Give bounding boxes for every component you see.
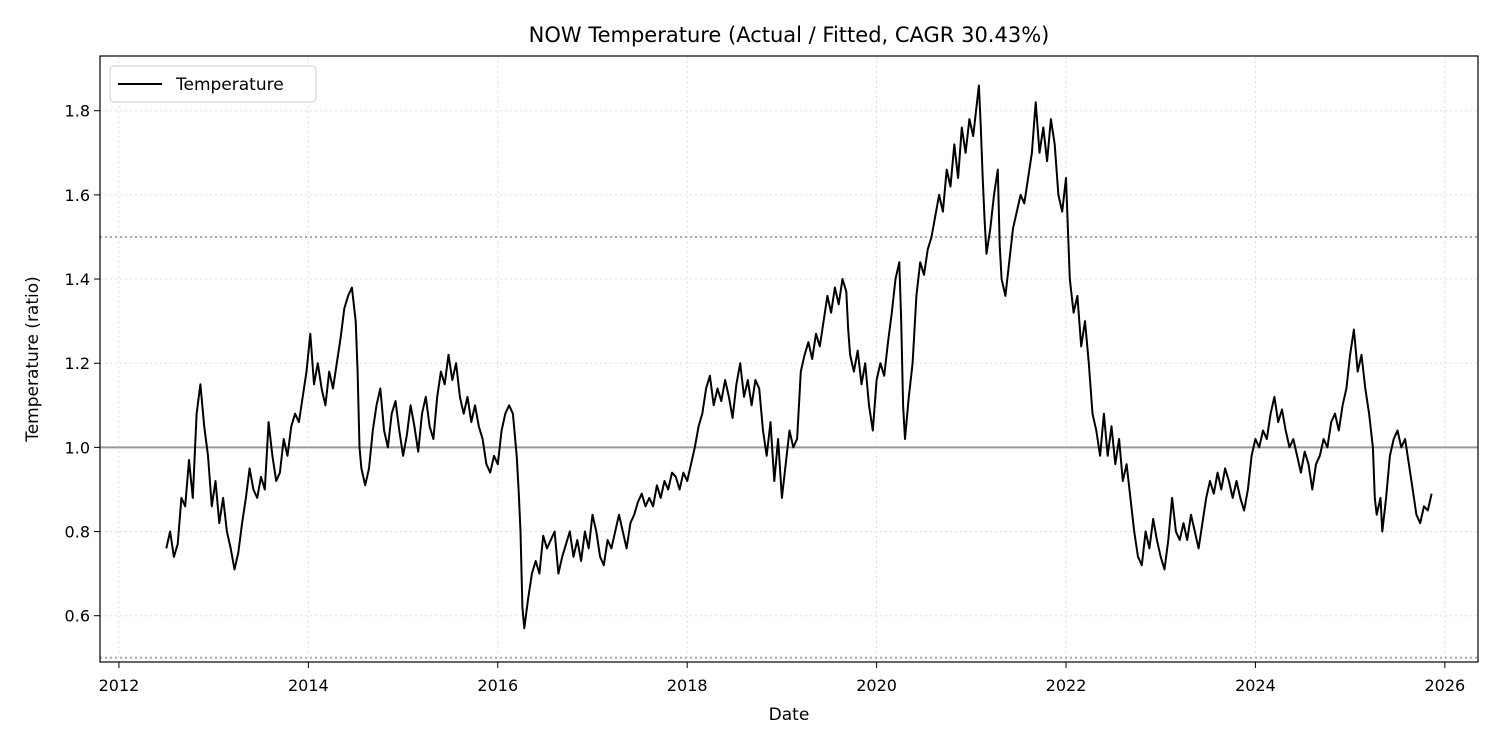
chart-title: NOW Temperature (Actual / Fitted, CAGR 3…: [529, 23, 1050, 47]
y-tick-label-0.6: 0.6: [65, 607, 90, 626]
y-axis-label: Temperature (ratio): [23, 276, 43, 443]
x-tick-label-2024: 2024: [1235, 676, 1276, 695]
legend: Temperature: [109, 65, 317, 103]
reference-lines: [100, 235, 1478, 659]
plot-frame: [99, 55, 1479, 663]
x-axis-label: Date: [769, 705, 810, 725]
series-line-temperature: [165, 84, 1433, 630]
legend-label-temperature: Temperature: [175, 75, 284, 95]
y-tick-label-0.8: 0.8: [65, 523, 90, 542]
y-tick-label-1.6: 1.6: [65, 186, 90, 205]
x-tick-label-2018: 2018: [667, 676, 708, 695]
y-tick-label-1.2: 1.2: [65, 354, 90, 373]
x-axis-ticks: 2012 2014 2016 2018 2020 2022 2024 2026: [99, 662, 1465, 695]
x-tick-label-2016: 2016: [477, 676, 518, 695]
x-tick-label-2022: 2022: [1046, 676, 1087, 695]
x-tick-label-2020: 2020: [856, 676, 897, 695]
legend-box: [109, 65, 317, 103]
x-tick-label-2026: 2026: [1424, 676, 1465, 695]
y-tick-label-1.0: 1.0: [65, 438, 90, 457]
series-layer: [165, 84, 1433, 630]
y-tick-label-1.4: 1.4: [65, 270, 90, 289]
x-tick-label-2012: 2012: [99, 676, 140, 695]
y-tick-label-1.8: 1.8: [65, 102, 90, 121]
grid-lines: [100, 56, 1478, 662]
y-axis-ticks: 0.6 0.8 1.0 1.2 1.4 1.6 1.8: [65, 102, 100, 626]
x-tick-label-2014: 2014: [288, 676, 329, 695]
